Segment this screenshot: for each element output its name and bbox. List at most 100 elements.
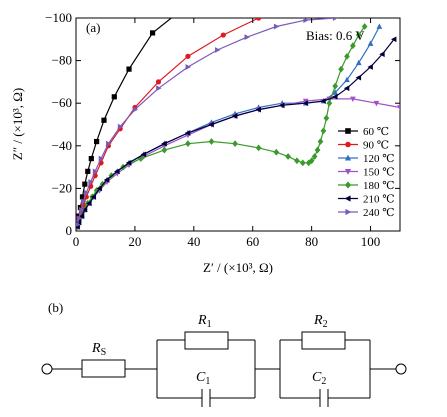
data-point <box>81 206 88 213</box>
equivalent-circuit: (b) RS R1 C1 R2 C2 <box>41 300 407 407</box>
data-point <box>299 159 306 167</box>
data-point <box>179 7 184 12</box>
data-point <box>94 138 100 145</box>
data-point <box>208 138 215 145</box>
data-point <box>132 106 139 113</box>
data-point <box>103 177 110 183</box>
bias-annotation: Bias: 0.6 V <box>306 28 365 43</box>
data-point <box>161 146 168 154</box>
data-point <box>232 140 238 148</box>
data-point <box>77 204 84 211</box>
data-point <box>98 155 105 162</box>
data-point <box>78 206 85 213</box>
data-point <box>92 168 99 175</box>
legend-marker <box>345 208 352 216</box>
data-point <box>185 53 191 59</box>
legend-label: 150 ℃ <box>363 167 395 179</box>
data-point <box>155 79 162 85</box>
y-tick-label: −80 <box>52 53 72 68</box>
resistor-r2 <box>301 331 346 350</box>
y-axis-label: Z″ / (×10³, Ω) <box>10 88 25 161</box>
data-point <box>156 85 162 92</box>
data-point <box>125 159 132 166</box>
data-point <box>311 153 318 160</box>
data-point <box>140 151 147 158</box>
data-point <box>367 40 374 46</box>
data-point <box>361 23 368 30</box>
data-point <box>96 185 102 192</box>
data-point <box>355 31 362 39</box>
data-point <box>88 179 94 185</box>
legend-marker <box>345 141 351 148</box>
data-point <box>279 102 285 109</box>
series-0 <box>76 7 184 228</box>
data-point <box>373 100 380 107</box>
data-point <box>302 100 309 107</box>
panel-label-b: (b) <box>48 300 63 315</box>
data-point <box>320 98 326 104</box>
data-point <box>126 66 132 72</box>
plot-area <box>75 17 401 232</box>
left-terminal <box>41 363 53 375</box>
nyquist-chart: 0 20 40 60 80 100 0 −20 −40 −60 −80 −100 (a) Bias:… <box>10 7 401 275</box>
data-point <box>314 146 321 154</box>
x-tick-label: 40 <box>187 234 200 249</box>
right-terminal <box>395 363 407 375</box>
data-point <box>332 18 339 21</box>
legend-marker <box>344 181 352 189</box>
data-point <box>355 74 362 81</box>
data-point <box>85 168 91 174</box>
x-tick-label: 0 <box>73 234 80 249</box>
panel-label-a: (a) <box>86 20 100 35</box>
legend-label: 180 ℃ <box>363 180 395 192</box>
legend-label: 120 ℃ <box>363 153 395 165</box>
data-point <box>344 52 350 60</box>
data-point <box>255 106 261 113</box>
data-point <box>350 96 356 103</box>
data-point <box>76 222 81 228</box>
legend-label: 240 ℃ <box>363 207 395 219</box>
data-point <box>137 155 144 162</box>
resistor-r1 <box>184 331 229 350</box>
series-line <box>76 26 366 227</box>
data-point <box>82 181 88 187</box>
data-point <box>255 144 262 152</box>
label-r1: R1 <box>197 313 212 330</box>
data-point <box>303 18 309 23</box>
data-point <box>149 30 156 36</box>
data-point <box>332 89 339 95</box>
data-point <box>376 23 383 29</box>
data-point <box>332 82 339 90</box>
data-point <box>244 34 250 41</box>
data-point <box>114 168 120 175</box>
data-point <box>344 76 350 83</box>
data-point <box>83 189 90 196</box>
x-tick-label: 20 <box>128 234 141 249</box>
data-point <box>308 157 315 165</box>
data-point <box>185 140 191 148</box>
label-c1: C1 <box>196 370 210 387</box>
legend-label: 90 ℃ <box>363 140 389 152</box>
data-point <box>397 105 400 111</box>
y-tick-label: −40 <box>52 138 72 153</box>
legend-marker <box>345 128 351 134</box>
data-point <box>101 117 107 123</box>
data-point <box>355 59 362 66</box>
label-rs: RS <box>91 341 106 358</box>
data-point <box>273 148 280 156</box>
data-point <box>185 64 192 70</box>
data-point <box>332 93 338 100</box>
label-c2: C2 <box>312 370 326 387</box>
data-point <box>215 47 221 53</box>
data-point <box>111 94 117 100</box>
data-point <box>317 138 324 145</box>
data-point <box>76 215 83 222</box>
series-5 <box>76 36 397 230</box>
data-point <box>302 98 309 105</box>
data-point <box>208 121 214 128</box>
x-tick-label: 80 <box>305 234 318 249</box>
series-3 <box>76 96 400 230</box>
y-axis-ticks: 0 −20 −40 −60 −80 −100 <box>45 10 400 238</box>
data-point <box>161 140 167 147</box>
